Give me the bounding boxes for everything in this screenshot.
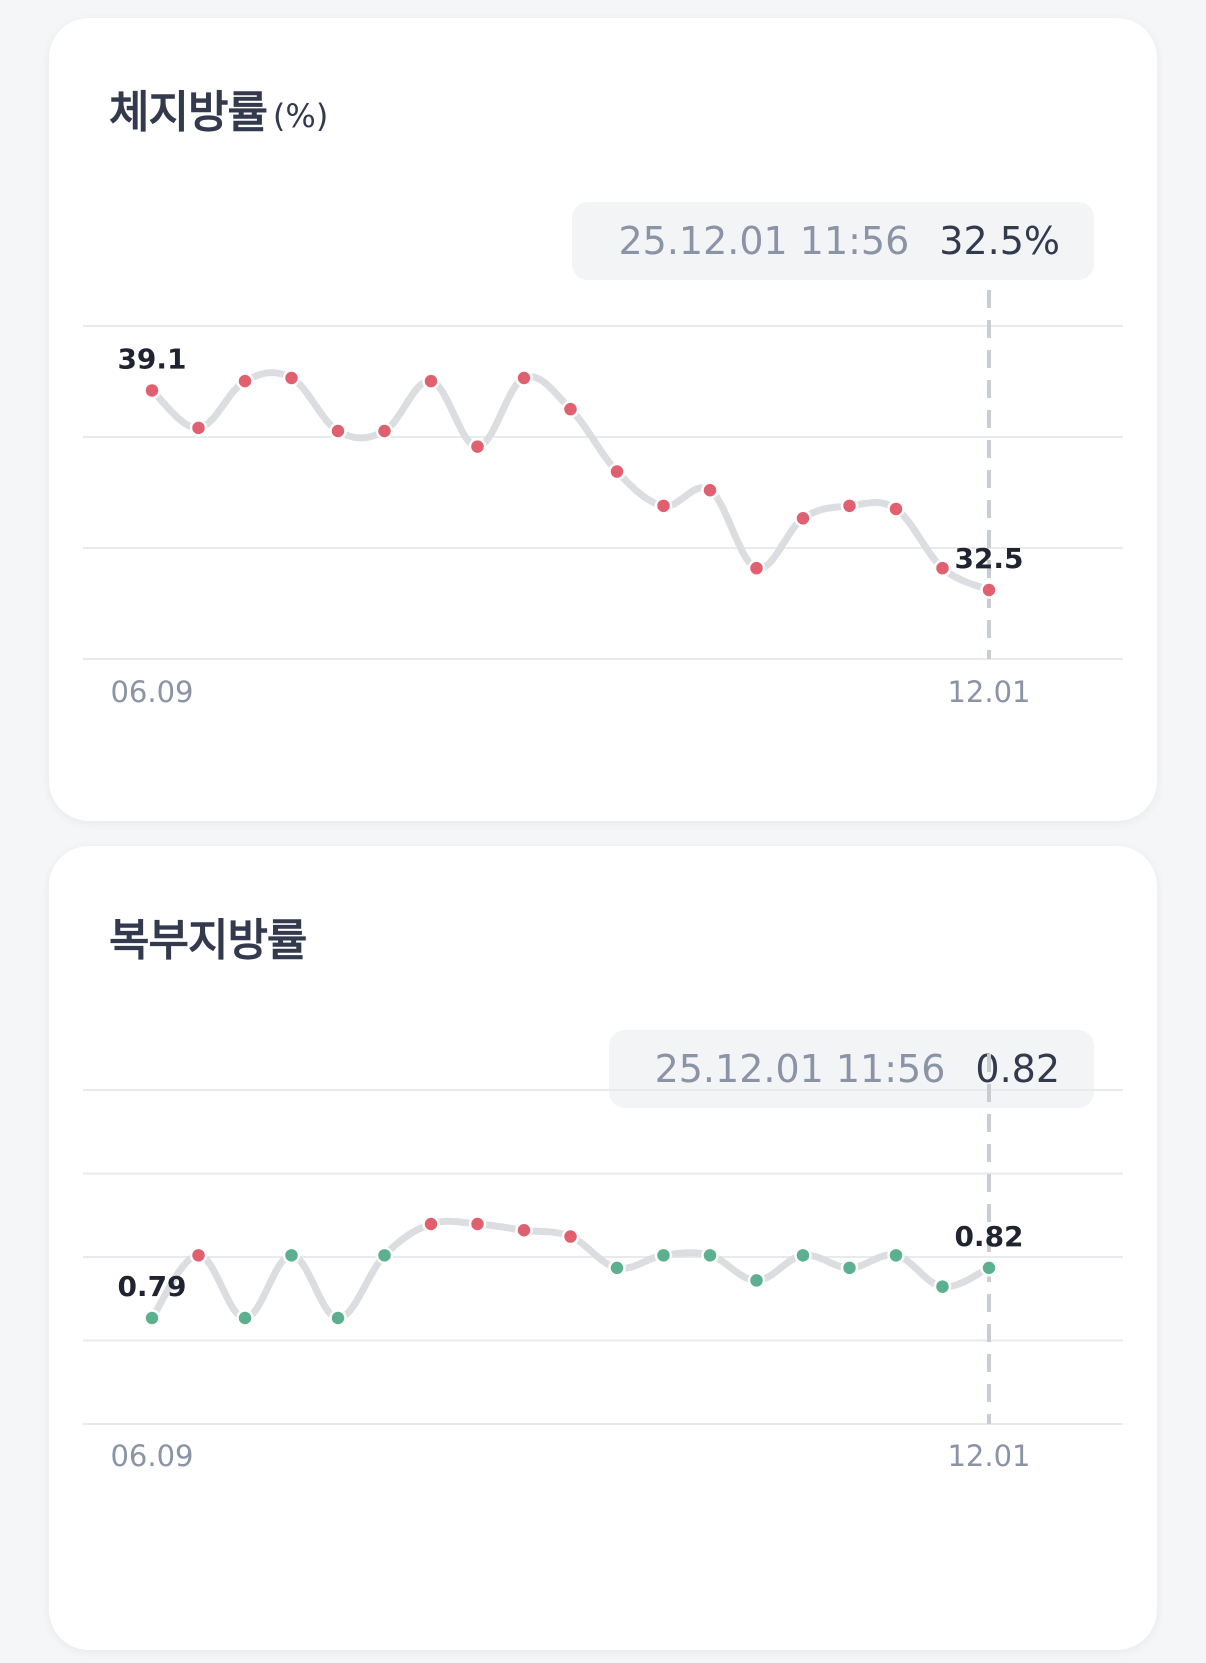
data-point[interactable] <box>189 419 208 437</box>
data-point[interactable] <box>747 559 766 577</box>
data-point[interactable] <box>980 1259 998 1277</box>
data-point[interactable] <box>329 422 347 440</box>
data-label: 0.82 <box>954 1220 1023 1253</box>
data-point[interactable] <box>701 1246 719 1265</box>
data-point[interactable] <box>375 1246 394 1265</box>
data-point[interactable] <box>840 1259 859 1277</box>
data-point[interactable] <box>654 1246 673 1265</box>
data-point[interactable] <box>840 497 859 515</box>
data-point[interactable] <box>515 1221 533 1240</box>
data-point[interactable] <box>933 1277 952 1296</box>
x-tick-label: 12.01 <box>947 675 1030 709</box>
data-point[interactable] <box>282 369 301 387</box>
abdominal-fat-card: 복부지방률 25.12.01 11:56 0.82 0.79 0.82 06.09 1… <box>49 846 1157 1650</box>
value-tooltip: 25.12.01 11:56 32.5% <box>572 202 1094 280</box>
x-tick-label: 12.01 <box>947 1439 1030 1473</box>
tooltip-date: 25.12.01 11:56 <box>654 1047 946 1091</box>
data-point[interactable] <box>887 1246 905 1265</box>
data-point[interactable] <box>375 422 394 440</box>
data-point[interactable] <box>329 1309 347 1327</box>
body-fat-chart[interactable]: 39.1 32.5 06.09 12.01 <box>49 18 1157 821</box>
data-label: 39.1 <box>117 342 186 375</box>
data-point[interactable] <box>980 581 998 599</box>
data-point[interactable] <box>887 500 905 518</box>
data-point[interactable] <box>282 1246 301 1265</box>
data-point[interactable] <box>236 1309 254 1327</box>
chart-title: 체지방률 (%) <box>109 87 329 138</box>
data-point[interactable] <box>236 372 254 390</box>
data-point[interactable] <box>608 462 626 481</box>
data-label: 32.5 <box>954 542 1023 575</box>
data-point[interactable] <box>701 481 719 499</box>
x-tick-label: 06.09 <box>110 675 193 709</box>
data-point[interactable] <box>422 1215 440 1233</box>
body-fat-card: 체지방률 (%) 25.12.01 11:56 32.5% 39.1 32.5 06.… <box>49 18 1157 821</box>
tooltip-value: 32.5% <box>939 219 1060 263</box>
data-point[interactable] <box>561 1227 580 1246</box>
x-tick-label: 06.09 <box>110 1439 193 1473</box>
data-point[interactable] <box>933 559 952 577</box>
data-point[interactable] <box>143 1309 161 1327</box>
data-point[interactable] <box>654 497 673 515</box>
data-label: 0.79 <box>117 1270 186 1303</box>
data-point[interactable] <box>468 1215 487 1233</box>
chart-unit: (%) <box>272 97 329 135</box>
data-point[interactable] <box>794 1246 812 1265</box>
data-point[interactable] <box>422 372 440 390</box>
abdominal-fat-chart[interactable]: 0.79 0.82 06.09 12.01 <box>49 846 1157 1649</box>
data-point[interactable] <box>143 381 161 400</box>
data-point[interactable] <box>189 1246 208 1265</box>
tooltip-date: 25.12.01 11:56 <box>618 219 910 263</box>
data-point[interactable] <box>794 509 812 528</box>
chart-title: 복부지방률 <box>109 915 307 966</box>
data-point[interactable] <box>515 369 533 387</box>
data-point[interactable] <box>608 1259 626 1277</box>
data-point[interactable] <box>561 400 580 418</box>
data-point[interactable] <box>747 1271 766 1290</box>
data-point[interactable] <box>468 437 487 456</box>
